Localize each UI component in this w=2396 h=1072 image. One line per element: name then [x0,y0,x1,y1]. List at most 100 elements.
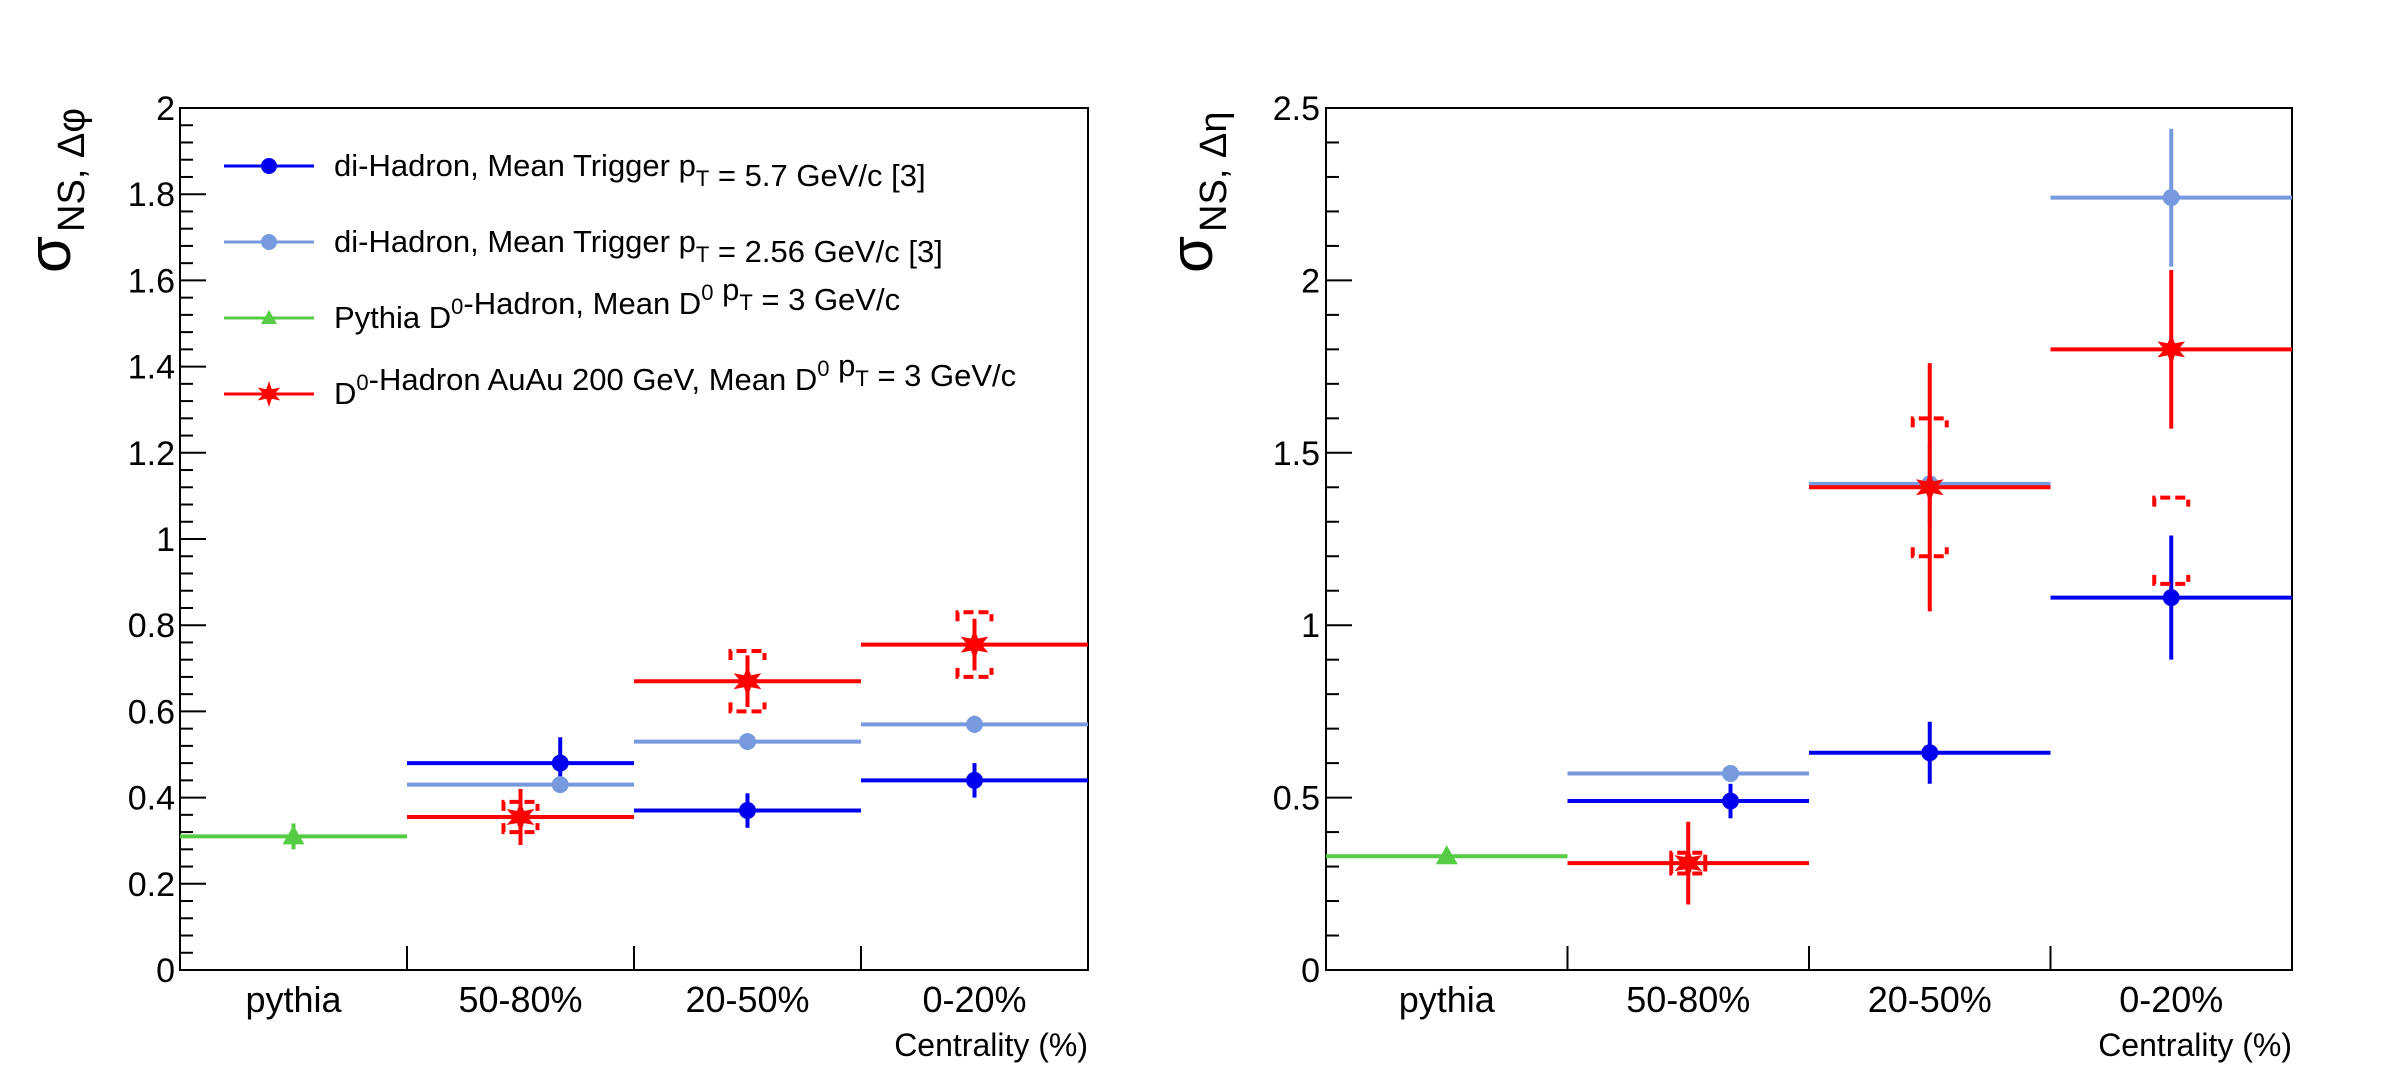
legend-label-part: = 3 GeV/c [753,282,900,317]
data-point-marker [966,771,983,789]
legend-label-part: T [739,290,752,315]
sys-error-bracket [1910,416,1949,428]
legend-marker [261,234,277,250]
data-point-marker [2162,589,2180,607]
x-axis-title: Centrality (%) [894,1027,1088,1063]
data-point-marker [739,802,756,820]
legend-marker [257,381,281,407]
legend-label-part: = 2.56 GeV/c [3] [709,234,943,269]
legend-label-part: Pythia D [334,300,451,335]
y-axis-title-symbol: σ [16,236,83,273]
legend-label-part: T [855,366,868,391]
left-panel: 0 0.2 0.4 0.6 0.8 1 1.2 1.4 1.6 1.8 2 pythia 50-80% 2… [16,90,1089,1063]
legend-label-part: = 5.7 GeV/c [3] [709,158,925,193]
legend-label-part: di-Hadron, Mean Trigger p [334,224,696,259]
series-dh57 [407,737,1088,828]
series-pyth [1326,845,1568,865]
y-axis-title: σ NS, Δφ [16,108,93,273]
legend-label-part: D [334,376,356,411]
right-panel: 0 0.5 1 1.5 2 2.5 pythia 50-80% 20-50% 0-20% Centr… [1158,90,2293,1063]
y-tick-label: 1.6 [128,262,175,300]
series-dh256 [407,715,1088,794]
legend-label: Pythia D0-Hadron, Mean D0 pT = 3 GeV/c [334,272,900,335]
data-point-marker [733,665,762,698]
y-tick-label: 0 [1301,952,1320,990]
y-tick-label: 0.8 [128,607,175,645]
legend-marker [261,158,277,174]
legend-item-auau: D0-Hadron AuAu 200 GeV, Mean D0 pT = 3 G… [224,348,1016,411]
legend: di-Hadron, Mean Trigger pT = 5.7 GeV/c [… [224,148,1016,411]
legend-label-part: p [713,272,739,307]
legend-label: D0-Hadron AuAu 200 GeV, Mean D0 pT = 3 G… [334,348,1016,411]
sys-error-bracket [2152,574,2191,586]
legend-label-part: = 3 GeV/c [869,358,1016,393]
sys-error-bracket [1669,864,1708,876]
data-point-marker [1921,744,1939,762]
sys-error-bracket [955,667,994,679]
y-tick-label: 1.2 [128,435,175,473]
y-tick-label: 1 [1301,607,1320,645]
sys-error-bracket [2152,495,2191,507]
x-category-label: 0-20% [922,979,1026,1020]
legend-label-part: -Hadron AuAu 200 GeV, Mean D [369,362,818,397]
data-point-marker [1722,792,1740,810]
series-pyth [180,823,407,850]
data-point-marker [1674,847,1703,880]
y-axis-title: σ NS, Δη [1158,112,1235,273]
y-axis-title-symbol: σ [1158,236,1225,273]
y-tick-label: 0.6 [128,693,175,731]
legend-item-pyth: Pythia D0-Hadron, Mean D0 pT = 3 GeV/c [224,272,900,335]
y-tick-label: 0.2 [128,866,175,904]
sys-error-bracket [1669,850,1708,862]
data-point-marker [1915,471,1944,504]
legend-label-part: 0 [817,356,829,381]
x-category-label: 50-80% [1626,979,1750,1020]
sys-error-bracket [728,649,767,661]
x-axis-title: Centrality (%) [2098,1027,2292,1063]
plot-frame [1325,107,2293,971]
sys-error-bracket [501,799,540,811]
legend-label-part: -Hadron, Mean D [463,286,701,321]
data-point-marker [506,801,535,833]
y-tick-label: 0.5 [1273,780,1320,818]
legend-label: di-Hadron, Mean Trigger pT = 2.56 GeV/c … [334,224,943,269]
data-point-marker [966,715,983,733]
y-tick-label: 2.5 [1273,90,1320,128]
series-auau [1567,270,2292,905]
x-category-label: 0-20% [2119,979,2223,1020]
legend-label-part: T [696,166,709,191]
y-tick-label: 1.5 [1273,435,1320,473]
data-point-marker [960,628,989,661]
y-tick-label: 1 [156,521,175,559]
x-category-label: 20-50% [1868,979,1992,1020]
sys-error-bracket [955,610,994,622]
data-point-marker [551,754,569,772]
data-point-marker [2162,189,2180,207]
y-tick-label: 0.4 [128,780,175,818]
legend-item-dh256: di-Hadron, Mean Trigger pT = 2.56 GeV/c … [224,224,943,269]
legend-label: di-Hadron, Mean Trigger pT = 5.7 GeV/c [… [334,148,926,193]
legend-label-part: 0 [356,370,368,395]
legend-item-dh57: di-Hadron, Mean Trigger pT = 5.7 GeV/c [… [224,148,926,193]
x-category-label: pythia [1399,979,1496,1020]
data-point-marker [1435,845,1458,865]
y-tick-label: 0 [156,952,175,990]
x-category-label: 50-80% [458,979,582,1020]
legend-label-part: p [830,348,856,383]
y-axis-title-subscript: NS, Δη [1193,112,1235,232]
y-tick-label: 2 [1301,262,1320,300]
data-point-marker [2157,333,2186,366]
data-point-marker [1722,764,1740,782]
x-category-label: pythia [245,979,342,1020]
series-auau [407,610,1088,846]
sys-error-bracket [1910,547,1949,559]
data-point-marker [739,733,756,751]
y-tick-label: 1.8 [128,176,175,214]
y-tick-label: 2 [156,90,175,128]
legend-label-part: 0 [701,280,713,305]
legend-label-part: di-Hadron, Mean Trigger p [334,148,696,183]
series-dh57 [1567,535,2292,819]
legend-marker [261,310,277,324]
x-category-label: 20-50% [685,979,809,1020]
